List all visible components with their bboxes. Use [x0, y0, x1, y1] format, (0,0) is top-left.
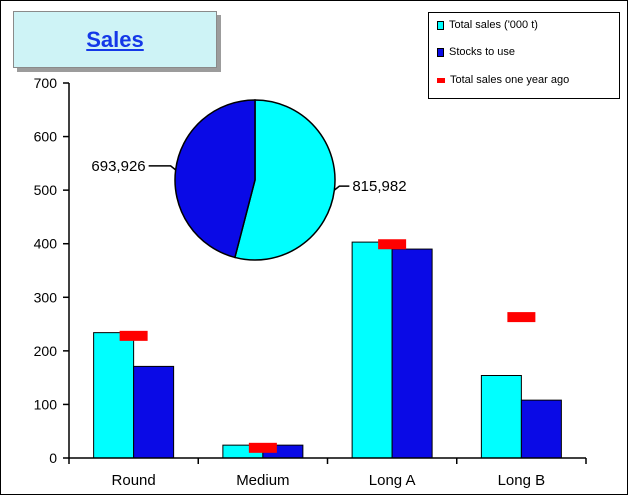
- marker-sales-year-ago: [507, 312, 536, 323]
- legend-label-stocks-to-use: Stocks to use: [449, 46, 516, 58]
- pie-leader-line: [333, 185, 350, 191]
- bar-total-sales: [93, 332, 135, 459]
- x-tick-label: Medium: [236, 472, 289, 489]
- y-tick-label: 300: [34, 289, 58, 305]
- x-tick-label: Long B: [498, 472, 546, 489]
- pie-slice: [174, 99, 256, 259]
- legend-item-total-sales: Total sales ('000 t): [437, 19, 538, 31]
- marker-sales-year-ago: [378, 239, 407, 250]
- legend-label-total-sales: Total sales ('000 t): [449, 19, 538, 31]
- legend-item-sales-year-ago: Total sales one year ago: [437, 74, 569, 86]
- chart-title: Sales: [86, 26, 144, 52]
- pie-slice-label: 815,982: [352, 178, 406, 195]
- y-tick-label: 600: [34, 129, 58, 145]
- y-tick-label: 100: [34, 396, 58, 412]
- y-tick-label: 700: [34, 75, 58, 91]
- y-tick-label: 400: [34, 236, 58, 252]
- y-tick-label: 500: [34, 182, 58, 198]
- legend: Total sales ('000 t) Stocks to use Total…: [428, 12, 620, 99]
- x-tick-label: Round: [112, 472, 156, 489]
- bar-stocks-to-use: [133, 365, 175, 459]
- bar-stocks-to-use: [520, 399, 562, 459]
- bar-stocks-to-use: [391, 248, 433, 459]
- legend-swatch-sales-year-ago: [437, 77, 445, 83]
- pie-slice: [233, 99, 336, 261]
- legend-swatch-total-sales: [437, 20, 444, 30]
- bar-total-sales: [351, 241, 393, 459]
- pie-slice-label: 693,926: [91, 158, 145, 175]
- legend-swatch-stocks-to-use: [437, 47, 444, 57]
- pie-leader-line: [148, 165, 177, 171]
- y-tick-label: 0: [49, 450, 57, 466]
- legend-label-sales-year-ago: Total sales one year ago: [450, 74, 570, 86]
- x-tick-label: Long A: [369, 472, 416, 489]
- y-tick-label: 200: [34, 343, 58, 359]
- legend-item-stocks-to-use: Stocks to use: [437, 46, 515, 58]
- marker-sales-year-ago: [248, 442, 277, 453]
- bar-total-sales: [480, 375, 522, 459]
- marker-sales-year-ago: [119, 330, 148, 341]
- chart-title-box: Sales: [13, 11, 217, 68]
